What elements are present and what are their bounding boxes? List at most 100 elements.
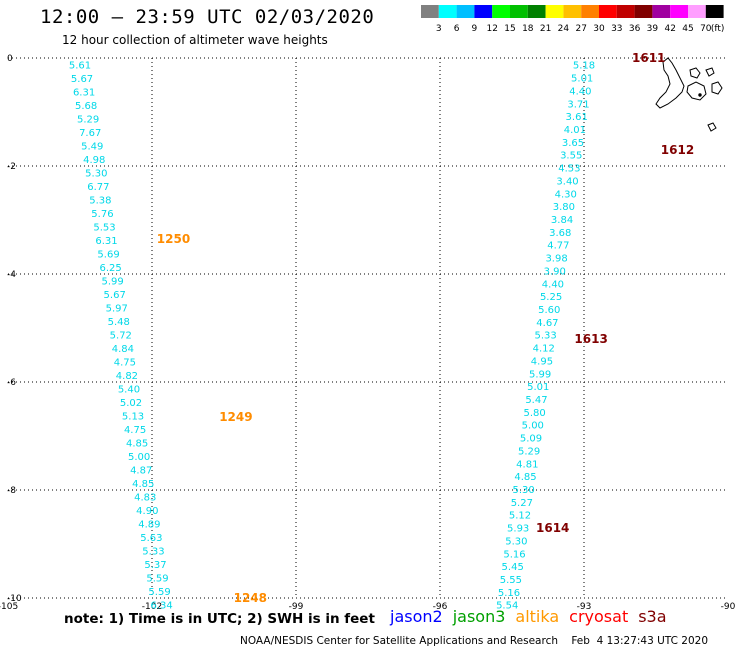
x-tick-label: -96 [433,602,448,612]
wave-height-value: 4.75 [114,358,136,369]
wave-height-value: 5.27 [511,498,533,509]
wave-height-value: 4.67 [536,318,558,329]
wave-height-value: 5.49 [81,142,103,153]
wave-height-value: 5.12 [509,511,531,522]
y-tick-label: -4 [7,270,16,280]
wave-height-value: 5.59 [146,574,168,585]
satellite-name: jason2 [390,607,443,626]
wave-height-value: 5.63 [140,533,162,544]
wave-height-value: 5.99 [102,277,124,288]
legend-label: 12 [486,24,497,34]
axis-tick-labels: 0 -2 -4 -6 -8 -10-105 -102 -99 -96 -93 -90 [0,54,736,612]
wave-height-value: 4.40 [569,86,591,97]
wave-height-value: 5.16 [498,588,520,599]
wave-height-value: 3.71 [567,99,589,110]
legend-swatch [474,5,493,18]
color-scale-legend: 3 6 9 12 15 18 21 24 27 30 33 36 39 42 45 70 (ft) [421,5,724,34]
wave-height-value: 6.25 [99,263,121,274]
legend-swatch [599,5,617,18]
legend-swatch [670,5,688,18]
wave-height-value: 5.30 [505,536,527,547]
wave-height-value: 4.12 [533,344,555,355]
legend-label: 39 [647,24,659,34]
wave-height-value: 4.90 [136,506,158,517]
wave-height-value: 4.89 [138,520,160,531]
wave-height-value: 5.45 [502,562,524,573]
lat-lon-grid [8,57,728,599]
x-tick-label: -90 [721,602,736,612]
pass-time-label: 1612 [661,143,694,157]
wave-height-value: 6.34 [150,601,172,612]
legend-swatch [527,5,546,18]
wave-height-value: 5.30 [513,485,535,496]
wave-height-value: 5.29 [518,446,540,457]
legend-swatch [688,5,706,18]
wave-height-value: 3.90 [544,266,566,277]
wave-height-value: 5.54 [496,601,518,612]
wave-height-value: 5.53 [93,223,115,234]
legend-label: 6 [454,24,460,34]
legend-label: 9 [472,24,478,34]
legend-label: 24 [558,24,570,34]
legend-label: 42 [664,24,675,34]
legend-label: 27 [575,24,586,34]
legend-label: 45 [682,24,693,34]
wave-height-value: 6.77 [87,182,109,193]
satellite-name: s3a [638,607,667,626]
pass-time-labels: 1250 1249 1248 1611 1612 1613 1614 [157,51,694,605]
wave-height-value: 5.40 [118,385,140,396]
pass-time-label: 1614 [536,521,569,535]
wave-height-value: 4.83 [134,493,156,504]
legend-label: 36 [629,24,641,34]
legend-swatch [616,5,635,18]
wave-height-value: 5.37 [144,560,166,571]
wave-height-value: 5.72 [110,331,132,342]
wave-height-value: 5.00 [128,452,150,463]
wave-height-value: 4.84 [112,344,134,355]
pass-time-label: 1250 [157,232,190,246]
satellite-legend: jason2 jason3 altika cryosat s3a [390,607,677,626]
wave-height-value: 4.95 [531,356,553,367]
wave-height-value: 6.31 [73,88,95,99]
wave-height-value: 5.69 [97,250,119,261]
legend-label: (ft) [711,24,725,34]
wave-height-value: 5.09 [520,434,542,445]
page-subtitle: 12 hour collection of altimeter wave hei… [62,33,328,47]
pass-time-label: 1611 [632,51,665,65]
west-track: 5.61 5.67 6.31 5.68 5.29 7.67 5.49 4.98 5.30 6.77… [69,61,173,612]
legend-swatch [438,5,457,18]
wave-height-value: 4.75 [124,425,146,436]
pass-time-label: 1613 [574,332,607,346]
wave-height-value: 5.29 [77,115,99,126]
y-tick-label: -2 [7,162,16,172]
wave-height-value: 3.98 [545,254,567,265]
x-tick-label: -105 [0,602,18,612]
wave-height-value: 5.30 [85,169,107,180]
wave-height-value: 5.59 [148,587,170,598]
y-tick-label: -6 [7,378,16,388]
wave-height-value: 7.67 [79,128,101,139]
pass-time-label: 1248 [234,591,267,605]
legend-label: 33 [611,24,622,34]
wave-height-value: 4.98 [83,155,105,166]
wave-height-value: 4.30 [555,189,577,200]
legend-swatch [634,5,653,18]
wave-height-value: 6.31 [95,236,117,247]
legend-swatch [421,5,439,18]
galapagos-islands [655,57,723,132]
wave-height-value: 5.48 [108,317,130,328]
wave-height-value: 5.18 [573,61,595,72]
wave-height-value: 4.85 [514,472,536,483]
units-note: note: 1) Time is in UTC; 2) SWH is in fe… [64,611,375,627]
wave-height-value: 4.81 [516,459,538,470]
east-track: 5.185.014.403.713.614.013.653.554.533.40… [496,61,595,612]
legend-swatch [510,5,528,18]
wave-height-value: 5.00 [522,421,544,432]
wave-height-value: 4.85 [132,479,154,490]
wave-height-value: 5.80 [523,408,545,419]
wave-height-value: 3.40 [556,176,578,187]
wave-height-value: 5.13 [122,412,144,423]
wave-height-value: 5.16 [503,549,525,560]
